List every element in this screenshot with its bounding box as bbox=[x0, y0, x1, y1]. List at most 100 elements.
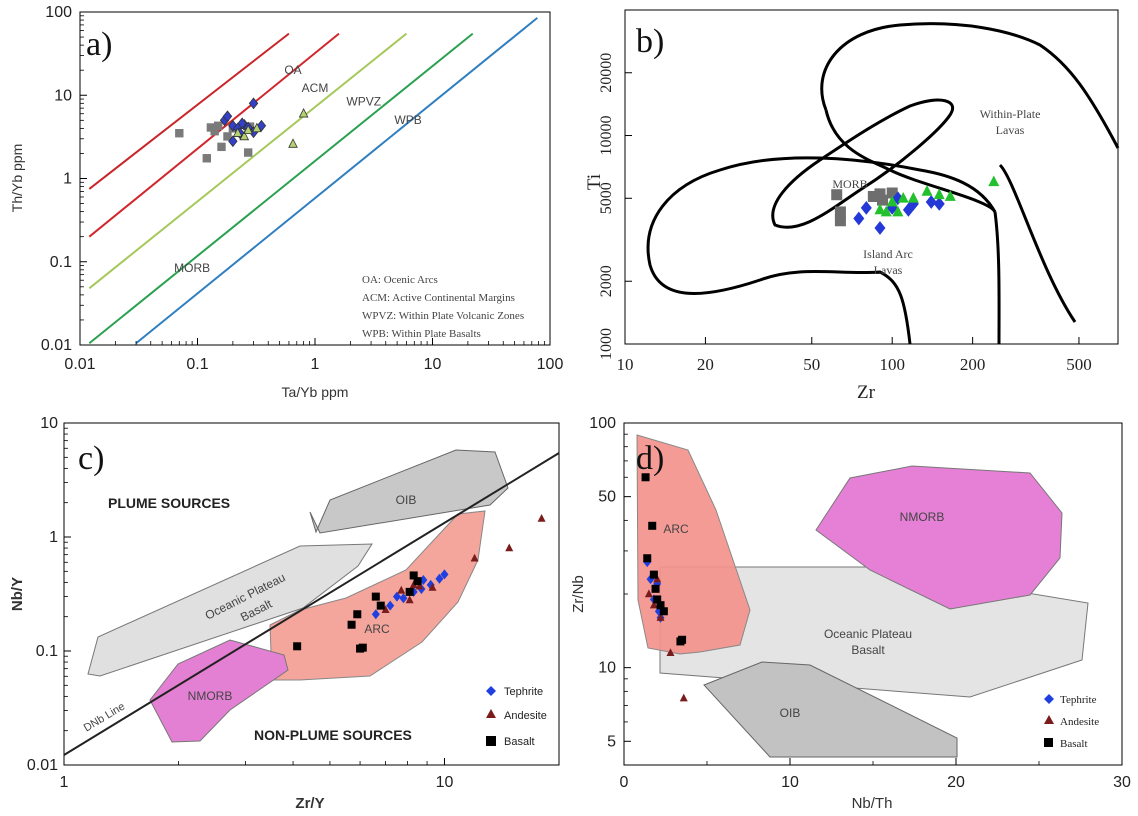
legend-andesite-label-d: Andesite bbox=[1060, 716, 1099, 728]
label-within-plate: Within-Plate bbox=[980, 107, 1041, 121]
legend-tephrite-marker-d bbox=[1044, 694, 1054, 704]
panel-c-legend: Tephrite Andesite Basalt bbox=[486, 686, 547, 748]
legend-andesite-marker-d bbox=[1044, 715, 1054, 724]
data-point bbox=[252, 122, 262, 133]
label-morb: MORB bbox=[832, 177, 867, 191]
oib-field-d bbox=[703, 661, 958, 758]
data-point bbox=[213, 121, 223, 130]
data-point bbox=[886, 195, 898, 207]
data-point bbox=[376, 601, 385, 610]
arc-field-d bbox=[636, 434, 751, 655]
panel-d-xlabel: Nb/Th bbox=[852, 795, 893, 812]
data-point bbox=[232, 127, 243, 137]
note-wpvz: WPVZ: Within Plate Volcanic Zones bbox=[362, 310, 524, 322]
legend-andesite-marker bbox=[486, 709, 496, 718]
data-point bbox=[288, 138, 298, 148]
data-point bbox=[210, 126, 219, 136]
data-point bbox=[237, 117, 247, 130]
data-point bbox=[239, 130, 250, 141]
x-tick-label: 30 bbox=[1113, 774, 1131, 791]
x-tick-label: 200 bbox=[960, 355, 986, 374]
data-point bbox=[925, 195, 937, 209]
panel-d-fields bbox=[636, 434, 1089, 758]
data-point bbox=[874, 221, 886, 235]
data-point bbox=[248, 97, 259, 110]
data-point bbox=[537, 514, 546, 522]
data-point bbox=[678, 635, 687, 644]
panel-b-plot-frame bbox=[624, 9, 1119, 345]
field-label: WPB bbox=[394, 113, 421, 127]
island-arc-outer-boundary bbox=[993, 211, 1001, 345]
nmorb-field bbox=[149, 639, 289, 743]
tectonic-boundary-line bbox=[135, 17, 538, 345]
data-point bbox=[347, 620, 356, 629]
panel-c-xlabel: Zr/Y bbox=[295, 795, 324, 812]
data-point bbox=[834, 206, 846, 218]
label-island-arc: Island Arc bbox=[863, 247, 913, 261]
y-tick-label: 0.1 bbox=[36, 643, 58, 660]
y-tick-label: 0.01 bbox=[27, 757, 58, 774]
data-point bbox=[877, 194, 889, 206]
panel-c-ylabel: Nb/Y bbox=[9, 577, 26, 611]
field-label: MORB bbox=[174, 261, 210, 275]
tectonic-boundary-line bbox=[88, 32, 474, 345]
data-point bbox=[880, 205, 892, 217]
data-point bbox=[175, 129, 184, 138]
panel-b-field-boundaries bbox=[646, 22, 1120, 345]
label-arc-d: ARC bbox=[663, 522, 689, 536]
oib-field bbox=[309, 449, 509, 534]
data-point bbox=[874, 203, 886, 215]
data-point bbox=[399, 593, 408, 604]
nmorb-field-d bbox=[815, 465, 1063, 610]
x-tick-label: 10 bbox=[781, 774, 799, 791]
panel-b-ylabel: Ti bbox=[584, 174, 605, 190]
data-point bbox=[392, 591, 401, 602]
panel-c-plot-frame bbox=[63, 422, 560, 766]
note-oa: OA: Ocenic Arcs bbox=[362, 274, 438, 286]
data-point bbox=[656, 613, 665, 621]
legend-basalt-label: Basalt bbox=[504, 736, 535, 748]
data-point bbox=[243, 124, 254, 134]
legend-tephrite-marker bbox=[486, 686, 496, 696]
data-point bbox=[643, 554, 652, 563]
legend-basalt-label-d: Basalt bbox=[1060, 738, 1088, 750]
panel-b-label: b) bbox=[636, 23, 664, 60]
data-point bbox=[202, 154, 212, 163]
within-plate-lower-boundary bbox=[998, 163, 1077, 323]
data-point bbox=[358, 643, 367, 652]
label-plume-sources: PLUME SOURCES bbox=[108, 495, 230, 511]
data-point bbox=[902, 202, 914, 217]
data-point bbox=[933, 188, 945, 200]
oceanic-plateau-field bbox=[87, 543, 373, 677]
panel-a-abbreviation-notes: OA: Ocenic Arcs ACM: Active Continental … bbox=[362, 274, 524, 340]
data-point bbox=[653, 595, 662, 604]
panel-a-ylabel: Th/Yb ppm bbox=[9, 144, 25, 212]
data-point bbox=[644, 589, 653, 598]
data-point bbox=[440, 569, 449, 580]
x-tick-label: 1 bbox=[311, 356, 320, 373]
legend-tephrite-label-d: Tephrite bbox=[1060, 694, 1097, 706]
panel-d-ylabel: Zr/Nb bbox=[570, 575, 587, 613]
note-acm: ACM: Active Continental Margins bbox=[362, 292, 515, 304]
note-wpb: WPB: Within Plate Basalts bbox=[362, 328, 481, 340]
panel-a-xlabel: Ta/Yb ppm bbox=[282, 384, 349, 400]
within-plate-boundary bbox=[820, 22, 1120, 149]
data-point bbox=[371, 609, 380, 620]
data-point bbox=[666, 648, 675, 656]
field-label: WPVZ bbox=[346, 95, 381, 109]
label-arc: ARC bbox=[364, 622, 390, 636]
data-point bbox=[907, 191, 919, 203]
y-tick-label: 10000 bbox=[598, 116, 615, 156]
data-point bbox=[831, 189, 843, 201]
y-tick-label: 20000 bbox=[598, 53, 615, 93]
data-point bbox=[651, 584, 660, 593]
data-point bbox=[386, 600, 395, 611]
data-point bbox=[222, 110, 233, 123]
data-point bbox=[353, 610, 362, 619]
label-oib-d: OIB bbox=[780, 706, 801, 720]
y-tick-label: 10 bbox=[54, 87, 72, 104]
label-oceanic-plateau-basalt-d: Basalt bbox=[851, 643, 885, 657]
data-point bbox=[656, 601, 665, 610]
legend-andesite-label: Andesite bbox=[504, 710, 547, 722]
legend-tephrite-label: Tephrite bbox=[504, 686, 543, 698]
